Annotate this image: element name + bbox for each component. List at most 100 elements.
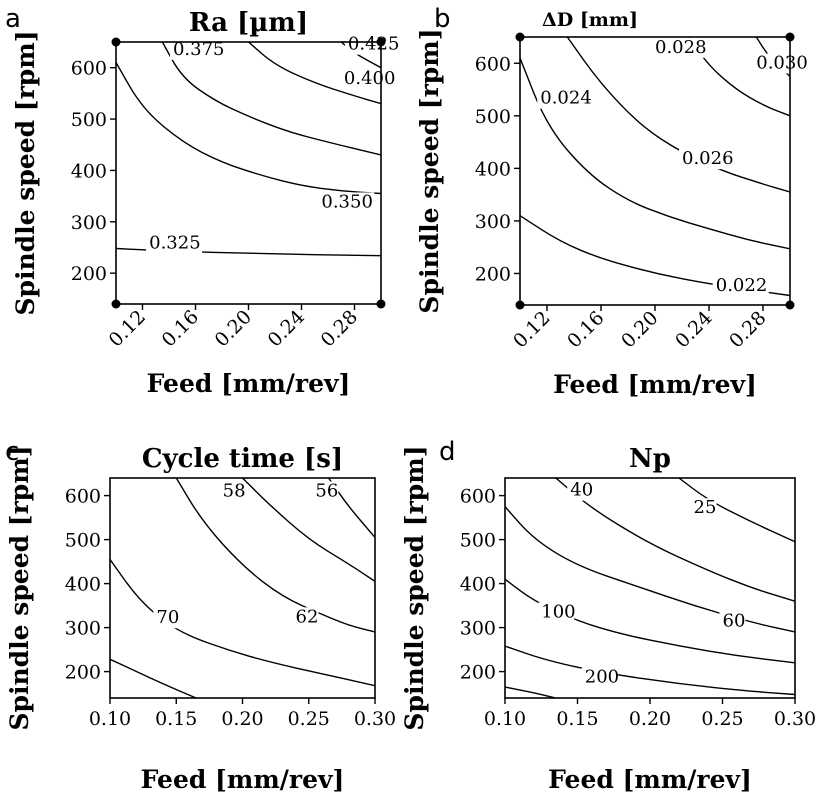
y-tick-label: 200 xyxy=(475,263,511,285)
contour-lines xyxy=(110,478,375,698)
x-tick-label: 0.16 xyxy=(158,306,203,351)
x-tick-label: 0.20 xyxy=(617,307,662,352)
y-tick-label: 600 xyxy=(71,58,107,80)
panel-letter: b xyxy=(434,4,451,34)
corner-marker xyxy=(785,300,795,310)
contour-label: 58 xyxy=(223,480,246,501)
contour-label: 0.325 xyxy=(149,233,201,254)
contour-line-58 xyxy=(242,478,375,582)
contour-label-background xyxy=(679,149,735,170)
y-tick-label: 600 xyxy=(65,486,101,508)
contour-line-100 xyxy=(505,578,795,664)
y-axis-label: Spindle speed [rpm] xyxy=(415,28,444,313)
contour-label-background xyxy=(581,667,618,688)
x-tick-label: 0.28 xyxy=(317,306,362,351)
contour-line-0.400 xyxy=(248,42,381,105)
corner-marker xyxy=(785,32,795,42)
contour-label-background xyxy=(753,53,810,74)
y-tick-label: 600 xyxy=(460,486,496,508)
y-tick-label: 300 xyxy=(475,211,511,233)
contour-lines xyxy=(520,37,790,297)
chart-title: Ra [µm] xyxy=(189,8,308,38)
y-tick-label: 400 xyxy=(475,158,511,180)
y-axis-label: Spindle speed [rpm] xyxy=(11,30,40,315)
contour-label: 0.026 xyxy=(682,148,734,169)
contour-label: 200 xyxy=(585,667,619,688)
chart-title: ΔD [mm] xyxy=(542,9,638,31)
contour-line-56 xyxy=(328,478,375,538)
x-tick-label: 0.20 xyxy=(221,708,263,730)
contour-label-background xyxy=(537,88,594,109)
y-tick-label: 200 xyxy=(460,662,496,684)
y-tick-label: 600 xyxy=(475,53,511,75)
chart-title: Cycle time [s] xyxy=(142,444,343,474)
contour-label-background xyxy=(340,69,397,90)
x-tick-label: 0.20 xyxy=(629,708,671,730)
x-tick-label: 0.30 xyxy=(354,708,396,730)
contour-label-background xyxy=(312,481,339,502)
x-axis-label: Feed [mm/rev] xyxy=(147,369,351,398)
contour-label-background xyxy=(169,39,226,60)
contour-label-background xyxy=(690,498,717,519)
contour-label: 70 xyxy=(156,607,179,628)
x-tick-label: 0.16 xyxy=(563,307,608,352)
contour-label: 0.425 xyxy=(348,34,400,55)
x-tick-label: 0.28 xyxy=(725,307,770,352)
panel-c: c Cycle time [s] 70 62 58 56 200 300 400 500 600 0.… xyxy=(5,437,396,794)
corner-marker xyxy=(376,299,386,309)
contour-line-62 xyxy=(175,478,375,633)
panel-a: a Ra [µm] 0.325 0.350 0.375 0.400 0.425 200 300 4… xyxy=(5,4,401,398)
y-tick-label: 500 xyxy=(65,530,101,552)
x-tick-label: 0.24 xyxy=(264,306,309,351)
x-axis-label: Feed [mm/rev] xyxy=(141,765,345,794)
x-axis-label: Feed [mm/rev] xyxy=(553,370,757,399)
contour-line-200 xyxy=(505,686,556,698)
contour-lines xyxy=(505,478,795,698)
contour-label: 0.030 xyxy=(756,53,808,74)
y-axis-label: Spindle speed [rpm] xyxy=(400,445,429,730)
x-tick-label: 0.12 xyxy=(509,307,554,352)
contour-line-0.325 xyxy=(116,247,381,257)
contour-label-background xyxy=(567,480,594,501)
contour-label: 0.400 xyxy=(344,68,396,89)
x-tick-label: 0.10 xyxy=(484,708,526,730)
chart-title: Np xyxy=(629,444,671,474)
x-tick-label: 0.25 xyxy=(288,708,330,730)
contour-label: 0.024 xyxy=(540,88,592,109)
corner-marker xyxy=(376,37,386,47)
y-tick-label: 200 xyxy=(65,662,101,684)
contour-label: 40 xyxy=(570,480,593,501)
contour-line-70 xyxy=(110,558,375,687)
y-tick-label: 300 xyxy=(65,618,101,640)
panel-d: d Np 200 100 60 40 25 200 300 400 500 600 0.10 0.15 0.… xyxy=(400,437,816,794)
y-axis-label: Spindle speed [rpm] xyxy=(5,445,34,730)
contour-label: 0.022 xyxy=(716,275,768,296)
contour-label: 56 xyxy=(315,480,338,501)
x-tick-label: 0.12 xyxy=(105,306,150,351)
panel-letter: d xyxy=(439,437,456,467)
contour-line-0.024 xyxy=(520,57,790,250)
panel-letter: c xyxy=(5,437,19,467)
contour-label: 62 xyxy=(296,606,319,627)
x-tick-label: 0.25 xyxy=(701,708,743,730)
contour-label-background xyxy=(344,34,401,55)
corner-marker xyxy=(515,300,525,310)
corner-marker xyxy=(515,32,525,42)
contour-line-0.375 xyxy=(161,42,381,156)
corner-marker xyxy=(111,37,121,47)
y-tick-label: 300 xyxy=(71,212,107,234)
x-tick-label: 0.30 xyxy=(774,708,816,730)
x-tick-label: 0.20 xyxy=(211,306,256,351)
contour-label: 60 xyxy=(723,610,746,631)
contour-label: 0.350 xyxy=(321,191,373,212)
y-tick-label: 400 xyxy=(71,160,107,182)
contour-label-background xyxy=(146,233,203,254)
contour-label-background xyxy=(538,602,575,623)
contour-label-background xyxy=(719,611,746,632)
x-tick-label: 0.10 xyxy=(89,708,131,730)
contour-label: 0.028 xyxy=(655,37,707,58)
contour-label-background xyxy=(652,37,708,58)
contour-label-background xyxy=(153,608,180,629)
corner-marker xyxy=(111,299,121,309)
